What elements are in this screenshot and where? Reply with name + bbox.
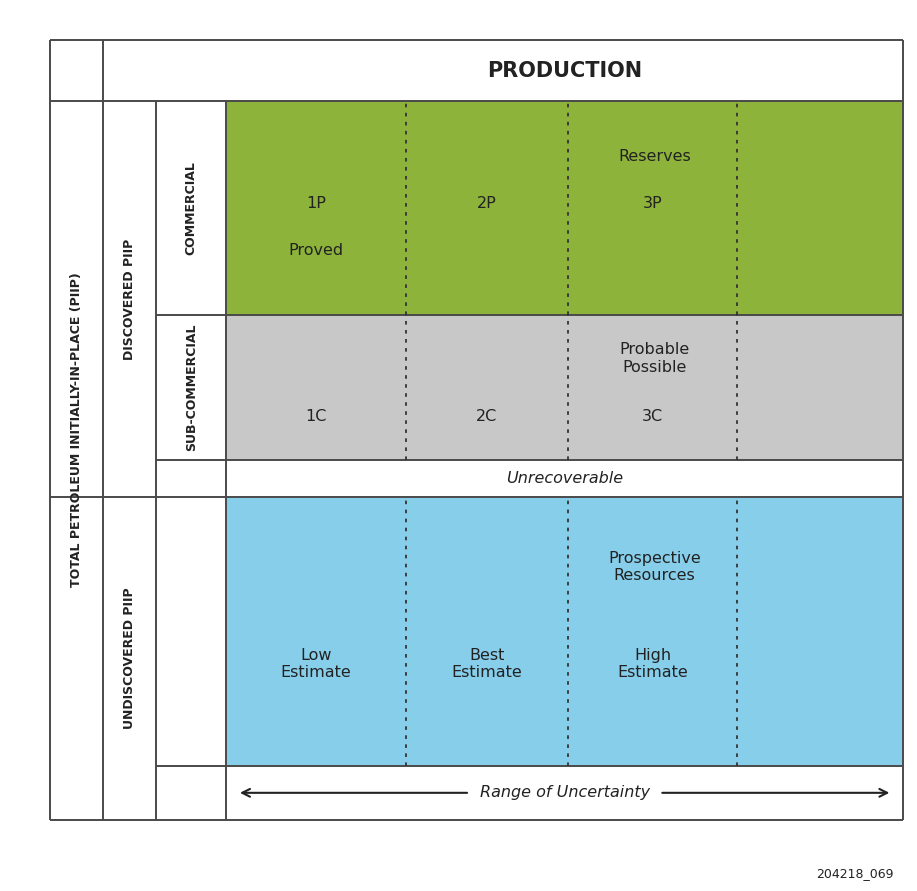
Text: Unrecoverable: Unrecoverable <box>506 470 624 486</box>
Text: Probable
Possible: Probable Possible <box>619 342 690 375</box>
Text: UNDISCOVERED PIIP: UNDISCOVERED PIIP <box>123 587 137 729</box>
Text: Prospective
Resources: Prospective Resources <box>608 551 701 583</box>
Text: SUB-COMMERCIAL: SUB-COMMERCIAL <box>184 323 198 451</box>
Text: High
Estimate: High Estimate <box>617 648 688 680</box>
Text: 2C: 2C <box>476 409 497 424</box>
Text: DISCOVERED PIIP: DISCOVERED PIIP <box>123 238 137 360</box>
Text: TOTAL PETROLEUM INITIALLY-IN-PLACE (PIIP): TOTAL PETROLEUM INITIALLY-IN-PLACE (PIIP… <box>71 273 83 587</box>
Text: 3C: 3C <box>642 409 663 424</box>
Text: COMMERCIAL: COMMERCIAL <box>184 161 198 255</box>
Text: Best
Estimate: Best Estimate <box>451 648 522 680</box>
Text: 3P: 3P <box>643 196 662 211</box>
Text: Range of Uncertainty: Range of Uncertainty <box>480 785 650 800</box>
Text: Reserves: Reserves <box>618 149 691 164</box>
Text: 204218_069: 204218_069 <box>816 867 894 880</box>
Text: 1P: 1P <box>306 196 326 211</box>
Text: Proved: Proved <box>288 243 343 258</box>
Text: 2P: 2P <box>477 196 497 211</box>
Bar <box>226 101 903 315</box>
Bar <box>226 315 903 460</box>
Text: PRODUCTION: PRODUCTION <box>487 61 642 80</box>
Text: 1C: 1C <box>305 409 326 424</box>
Text: Low
Estimate: Low Estimate <box>281 648 351 680</box>
Bar <box>226 497 903 766</box>
